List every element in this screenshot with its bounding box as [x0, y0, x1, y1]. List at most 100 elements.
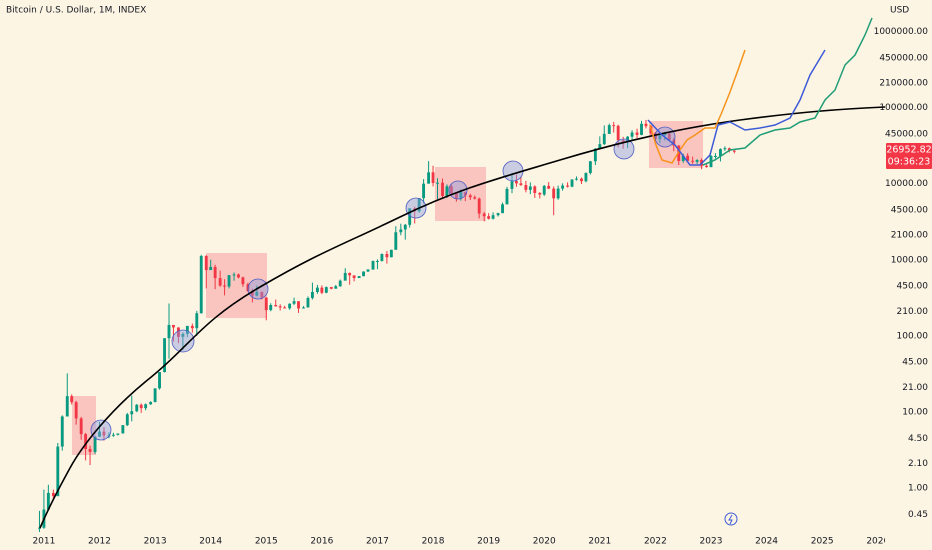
y-tick-label: 2.10 [908, 459, 928, 469]
candle-body [278, 306, 282, 308]
x-tick-label: 2023 [700, 537, 723, 547]
x-tick-label: 2019 [477, 537, 500, 547]
candle-body [519, 183, 523, 186]
candle-body [663, 133, 667, 136]
candle-body [167, 324, 171, 339]
candle-body [98, 431, 101, 437]
candle-body [612, 125, 616, 127]
candle-body [204, 256, 208, 271]
y-tick-label: 10.00 [902, 407, 928, 417]
candle-body [102, 431, 106, 436]
candle-body [514, 181, 518, 184]
candle-body [70, 396, 74, 403]
candle-body [561, 185, 565, 189]
y-tick-label: 210000.00 [879, 79, 928, 89]
candle-body [181, 333, 185, 337]
candle-body [88, 449, 92, 452]
candle-body [163, 338, 166, 373]
candle-body [732, 150, 736, 152]
candle-body [681, 155, 685, 161]
price-axis [885, 0, 932, 550]
candle-body [260, 291, 264, 298]
candle-body [250, 291, 254, 296]
candle-body [60, 416, 64, 447]
candle-body [403, 224, 407, 230]
candle-body [237, 274, 240, 278]
candle-body [84, 434, 88, 450]
candle-body [705, 165, 708, 168]
candle-body [348, 272, 352, 276]
candle-body [427, 172, 431, 184]
candle-body [125, 414, 129, 426]
candle-body [116, 433, 120, 435]
y-tick-label: 100.00 [897, 331, 929, 341]
candle-body [135, 404, 139, 412]
y-tick-label: 2100.00 [891, 231, 928, 241]
candle-body [552, 188, 556, 199]
marker-circle [502, 160, 524, 182]
candle-body [445, 186, 449, 196]
candle-body [283, 307, 287, 309]
y-tick-label: 21.00 [902, 383, 928, 393]
candle-body [635, 132, 639, 135]
candle-body [227, 275, 231, 287]
candle-body [723, 148, 727, 150]
currency-label: USD [890, 6, 909, 16]
candle-body [51, 492, 55, 497]
y-tick-label: 450.00 [897, 282, 929, 292]
candle-body [324, 287, 328, 293]
candle-body [501, 204, 504, 214]
price-axis-edge [885, 532, 932, 550]
candle-body [575, 178, 578, 180]
candle-body [459, 192, 463, 199]
candle-body [389, 249, 393, 258]
candle-body [487, 216, 491, 219]
x-tick-label: 2024 [755, 537, 778, 547]
candle-body [264, 297, 268, 311]
y-tick-label: 1000000.00 [874, 27, 929, 37]
candle-body [691, 160, 695, 162]
candle-body [714, 155, 717, 157]
candle-body [199, 256, 203, 314]
x-tick-label: 2022 [644, 537, 667, 547]
projection-line [647, 49, 826, 166]
candle-body [274, 305, 278, 307]
candle-body [111, 434, 115, 436]
candle-body [65, 396, 69, 417]
candle-body [153, 388, 157, 402]
candle-body [533, 186, 537, 193]
candle-body [570, 179, 574, 187]
candle-body [584, 173, 588, 182]
candle-body [306, 298, 310, 308]
candle-body [538, 192, 542, 195]
candle-body [491, 215, 495, 219]
candle-body [607, 125, 611, 134]
x-tick-label: 2017 [366, 537, 389, 547]
candle-body [528, 186, 532, 190]
marker-circle [171, 329, 195, 353]
candle-body [542, 185, 546, 195]
candle-body [366, 269, 370, 272]
candle-body [195, 313, 199, 329]
candle-body [74, 402, 78, 419]
candle-body [468, 195, 472, 198]
candle-body [644, 123, 648, 127]
candle-body [376, 260, 379, 262]
candle-body [56, 446, 60, 497]
price-label: 26952.82 [886, 144, 931, 155]
x-tick-label: 2025 [811, 537, 834, 547]
marker-circle [405, 197, 427, 219]
candle-body [616, 125, 620, 141]
candle-body [121, 425, 125, 434]
candle-body [399, 229, 403, 233]
countdown-label: 09:36:23 [888, 156, 931, 167]
y-tick-label: 10000.00 [885, 179, 928, 189]
candle-body [640, 123, 643, 135]
marker-circle [90, 419, 112, 441]
x-tick-label: 2015 [255, 537, 278, 547]
candle-body [580, 178, 583, 182]
x-tick-label: 2018 [422, 537, 445, 547]
y-tick-label: 45.00 [902, 358, 928, 368]
candle-body [496, 213, 500, 216]
